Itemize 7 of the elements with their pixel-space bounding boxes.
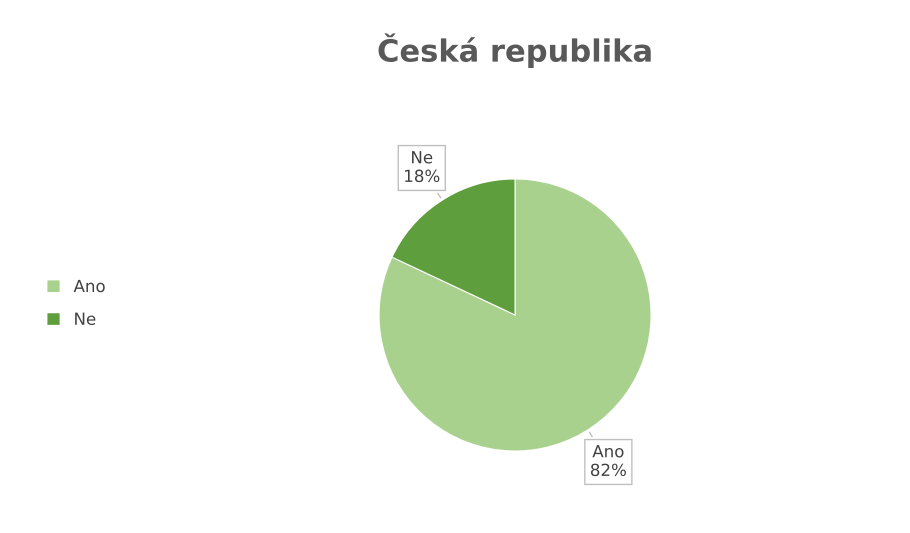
data-label: 18% — [405, 170, 440, 182]
chart-title: Česká republika — [378, 33, 651, 68]
slice-label: Ne — [412, 151, 432, 164]
data-label: 82% — [590, 464, 626, 476]
legend-label: Ano — [74, 280, 105, 292]
slice-label: Ano — [592, 445, 624, 458]
legend-label: Ne — [75, 312, 96, 326]
